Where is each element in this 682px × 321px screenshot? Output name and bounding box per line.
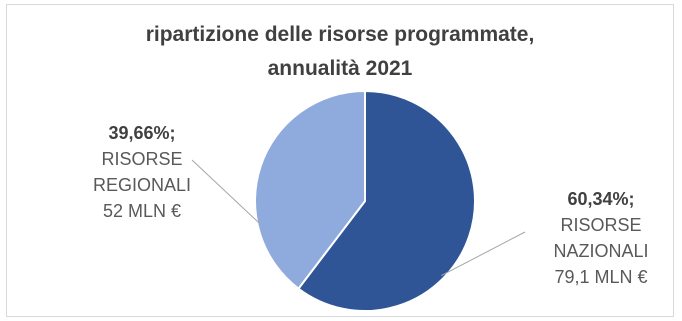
data-label-regionali-name-1: RISORSE bbox=[101, 149, 183, 169]
leader-line-nazionali bbox=[441, 231, 526, 277]
chart-title-line-1: ripartizione delle risorse programmate, bbox=[145, 23, 535, 46]
data-label-nazionali-name-1: RISORSE bbox=[560, 215, 642, 235]
data-label-regionali-name-2: REGIONALI bbox=[92, 175, 192, 195]
pie-slice-nazionali bbox=[297, 89, 476, 312]
data-label-regionali: 39,66%; RISORSE REGIONALI 52 MLN € bbox=[62, 120, 222, 224]
data-label-nazionali: 60,34%; RISORSE NAZIONALI 79,1 MLN € bbox=[526, 186, 676, 290]
data-label-nazionali-name-2: NAZIONALI bbox=[553, 241, 649, 261]
data-label-nazionali-amount: 79,1 MLN € bbox=[554, 267, 648, 287]
data-label-regionali-percent: 39,66%; bbox=[108, 123, 176, 143]
data-label-nazionali-percent: 60,34%; bbox=[567, 189, 635, 209]
pie-slice-regionali bbox=[254, 89, 366, 291]
data-label-regionali-amount: 52 MLN € bbox=[102, 201, 182, 221]
leader-line-regionali bbox=[191, 159, 262, 226]
chart-title: ripartizione delle risorse programmate, … bbox=[6, 18, 674, 86]
chart-title-line-2: annualità 2021 bbox=[267, 57, 413, 80]
